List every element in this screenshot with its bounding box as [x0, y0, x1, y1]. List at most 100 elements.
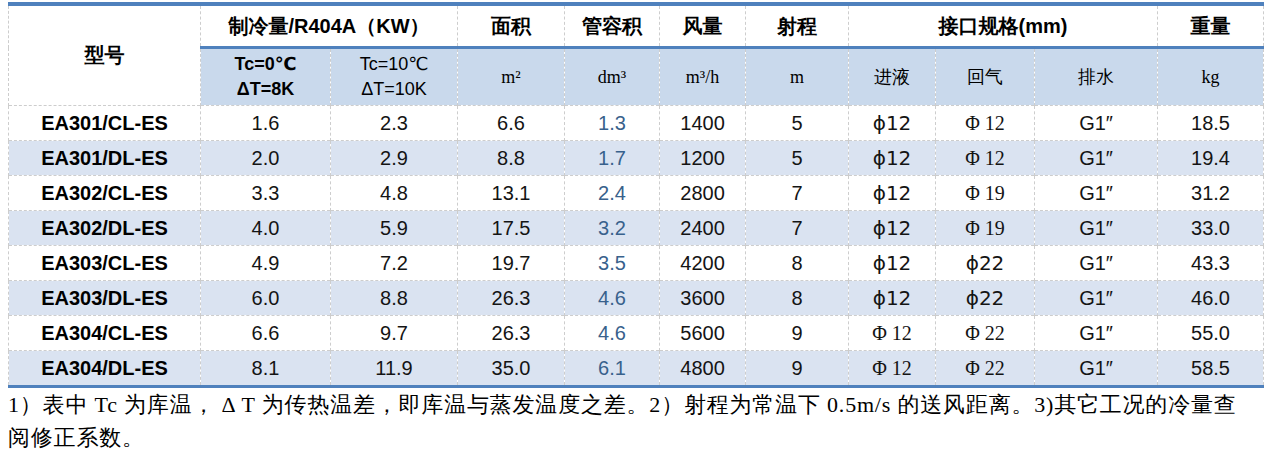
cell-cooling-tc0: 3.3	[201, 176, 331, 211]
cell-liquid-inlet: ϕ12	[849, 141, 936, 176]
cell-area: 26.3	[458, 281, 565, 316]
cell-weight: 58.5	[1158, 351, 1264, 387]
cell-gas-return: ϕ22	[936, 281, 1035, 316]
cell-throw-distance: 5	[746, 106, 849, 141]
cell-weight: 46.0	[1158, 281, 1264, 316]
cell-liquid-inlet: Φ 12	[849, 316, 936, 351]
table-row: EA303/DL-ES 6.0 8.8 26.3 4.6 3600 8 ϕ12 …	[9, 281, 1264, 316]
cell-air-flow: 3600	[660, 281, 746, 316]
cell-throw-distance: 8	[746, 281, 849, 316]
cell-weight: 19.4	[1158, 141, 1264, 176]
cell-drain: G1″	[1035, 211, 1158, 246]
cell-drain: G1″	[1035, 281, 1158, 316]
cell-area: 8.8	[458, 141, 565, 176]
cell-weight: 18.5	[1158, 106, 1264, 141]
cell-drain: G1″	[1035, 176, 1158, 211]
cell-model: EA303/DL-ES	[9, 281, 201, 316]
cell-cooling-tc10: 8.8	[331, 281, 458, 316]
cell-cooling-tc10: 11.9	[331, 351, 458, 387]
tc10-line2: ΔT=10K	[331, 77, 457, 102]
subheader-tc0: Tc=0℃ ΔT=8K	[201, 48, 331, 106]
cell-throw-distance: 7	[746, 211, 849, 246]
cell-air-flow: 5600	[660, 316, 746, 351]
cell-gas-return: ϕ22	[936, 246, 1035, 281]
cell-tube-volume: 4.6	[565, 316, 660, 351]
cell-cooling-tc0: 6.0	[201, 281, 331, 316]
subheader-drain: 排水	[1035, 48, 1158, 106]
cell-air-flow: 4200	[660, 246, 746, 281]
col-header-air-flow: 风量	[660, 4, 746, 48]
cell-air-flow: 2800	[660, 176, 746, 211]
cell-tube-volume: 1.3	[565, 106, 660, 141]
cell-tube-volume: 6.1	[565, 351, 660, 387]
subheader-tc10: Tc=10℃ ΔT=10K	[331, 48, 458, 106]
cell-drain: G1″	[1035, 141, 1158, 176]
cell-cooling-tc10: 2.3	[331, 106, 458, 141]
cell-area: 26.3	[458, 316, 565, 351]
cell-area: 13.1	[458, 176, 565, 211]
cell-air-flow: 4800	[660, 351, 746, 387]
cell-tube-volume: 3.5	[565, 246, 660, 281]
tc0-line2: ΔT=8K	[201, 77, 330, 102]
subheader-liquid-inlet: 进液	[849, 48, 936, 106]
cell-air-flow: 1400	[660, 106, 746, 141]
cell-liquid-inlet: ϕ12	[849, 106, 936, 141]
cell-liquid-inlet: ϕ12	[849, 281, 936, 316]
footnotes: 1）表中 Tc 为库温， Δ T 为传热温差，即库温与蒸发温度之差。2）射程为常…	[8, 388, 1254, 454]
table-row: EA303/CL-ES 4.9 7.2 19.7 3.5 4200 8 ϕ12 …	[9, 246, 1264, 281]
cell-model: EA302/DL-ES	[9, 211, 201, 246]
cell-model: EA303/CL-ES	[9, 246, 201, 281]
cell-weight: 55.0	[1158, 316, 1264, 351]
cell-tube-volume: 2.4	[565, 176, 660, 211]
cell-throw-distance: 5	[746, 141, 849, 176]
cell-throw-distance: 7	[746, 176, 849, 211]
cell-liquid-inlet: ϕ12	[849, 246, 936, 281]
cell-air-flow: 2400	[660, 211, 746, 246]
col-header-model: 型号	[9, 4, 201, 106]
cell-throw-distance: 9	[746, 351, 849, 387]
subheader-tube-volume-unit: dm³	[565, 48, 660, 106]
cell-cooling-tc0: 4.9	[201, 246, 331, 281]
cell-weight: 43.3	[1158, 246, 1264, 281]
subheader-weight-unit: kg	[1158, 48, 1264, 106]
cell-liquid-inlet: ϕ12	[849, 211, 936, 246]
spec-table-container: 型号 制冷量/R404A（KW） 面积 管容积 风量 射程 接口规格(mm) 重…	[8, 2, 1264, 388]
cell-tube-volume: 3.2	[565, 211, 660, 246]
cell-tube-volume: 1.7	[565, 141, 660, 176]
cell-liquid-inlet: Φ 12	[849, 351, 936, 387]
table-row: EA304/CL-ES 6.6 9.7 26.3 4.6 5600 9 Φ 12…	[9, 316, 1264, 351]
tc10-line1: Tc=10℃	[331, 52, 457, 77]
cell-air-flow: 1200	[660, 141, 746, 176]
cell-gas-return: Φ 19	[936, 176, 1035, 211]
subheader-gas-return: 回气	[936, 48, 1035, 106]
cell-area: 19.7	[458, 246, 565, 281]
cell-cooling-tc10: 7.2	[331, 246, 458, 281]
col-header-cooling-capacity: 制冷量/R404A（KW）	[201, 4, 458, 48]
table-row: EA301/DL-ES 2.0 2.9 8.8 1.7 1200 5 ϕ12 Φ…	[9, 141, 1264, 176]
cell-cooling-tc10: 2.9	[331, 141, 458, 176]
cell-model: EA302/CL-ES	[9, 176, 201, 211]
cell-liquid-inlet: ϕ12	[849, 176, 936, 211]
col-header-throw-distance: 射程	[746, 4, 849, 48]
cell-model: EA301/DL-ES	[9, 141, 201, 176]
col-header-connection-spec: 接口规格(mm)	[849, 4, 1158, 48]
cell-cooling-tc10: 5.9	[331, 211, 458, 246]
table-row: EA304/DL-ES 8.1 11.9 35.0 6.1 4800 9 Φ 1…	[9, 351, 1264, 387]
cell-area: 17.5	[458, 211, 565, 246]
cell-model: EA304/CL-ES	[9, 316, 201, 351]
cell-model: EA301/CL-ES	[9, 106, 201, 141]
table-row: EA302/DL-ES 4.0 5.9 17.5 3.2 2400 7 ϕ12 …	[9, 211, 1264, 246]
col-header-weight: 重量	[1158, 4, 1264, 48]
subheader-air-flow-unit: m³/h	[660, 48, 746, 106]
cell-area: 35.0	[458, 351, 565, 387]
cell-gas-return: Φ 22	[936, 316, 1035, 351]
table-row: EA302/CL-ES 3.3 4.8 13.1 2.4 2800 7 ϕ12 …	[9, 176, 1264, 211]
subheader-throw-unit: m	[746, 48, 849, 106]
cell-gas-return: Φ 12	[936, 106, 1035, 141]
table-row: EA301/CL-ES 1.6 2.3 6.6 1.3 1400 5 ϕ12 Φ…	[9, 106, 1264, 141]
cell-model: EA304/DL-ES	[9, 351, 201, 387]
cell-drain: G1″	[1035, 106, 1158, 141]
cell-gas-return: Φ 12	[936, 141, 1035, 176]
cell-gas-return: Φ 22	[936, 351, 1035, 387]
cell-tube-volume: 4.6	[565, 281, 660, 316]
